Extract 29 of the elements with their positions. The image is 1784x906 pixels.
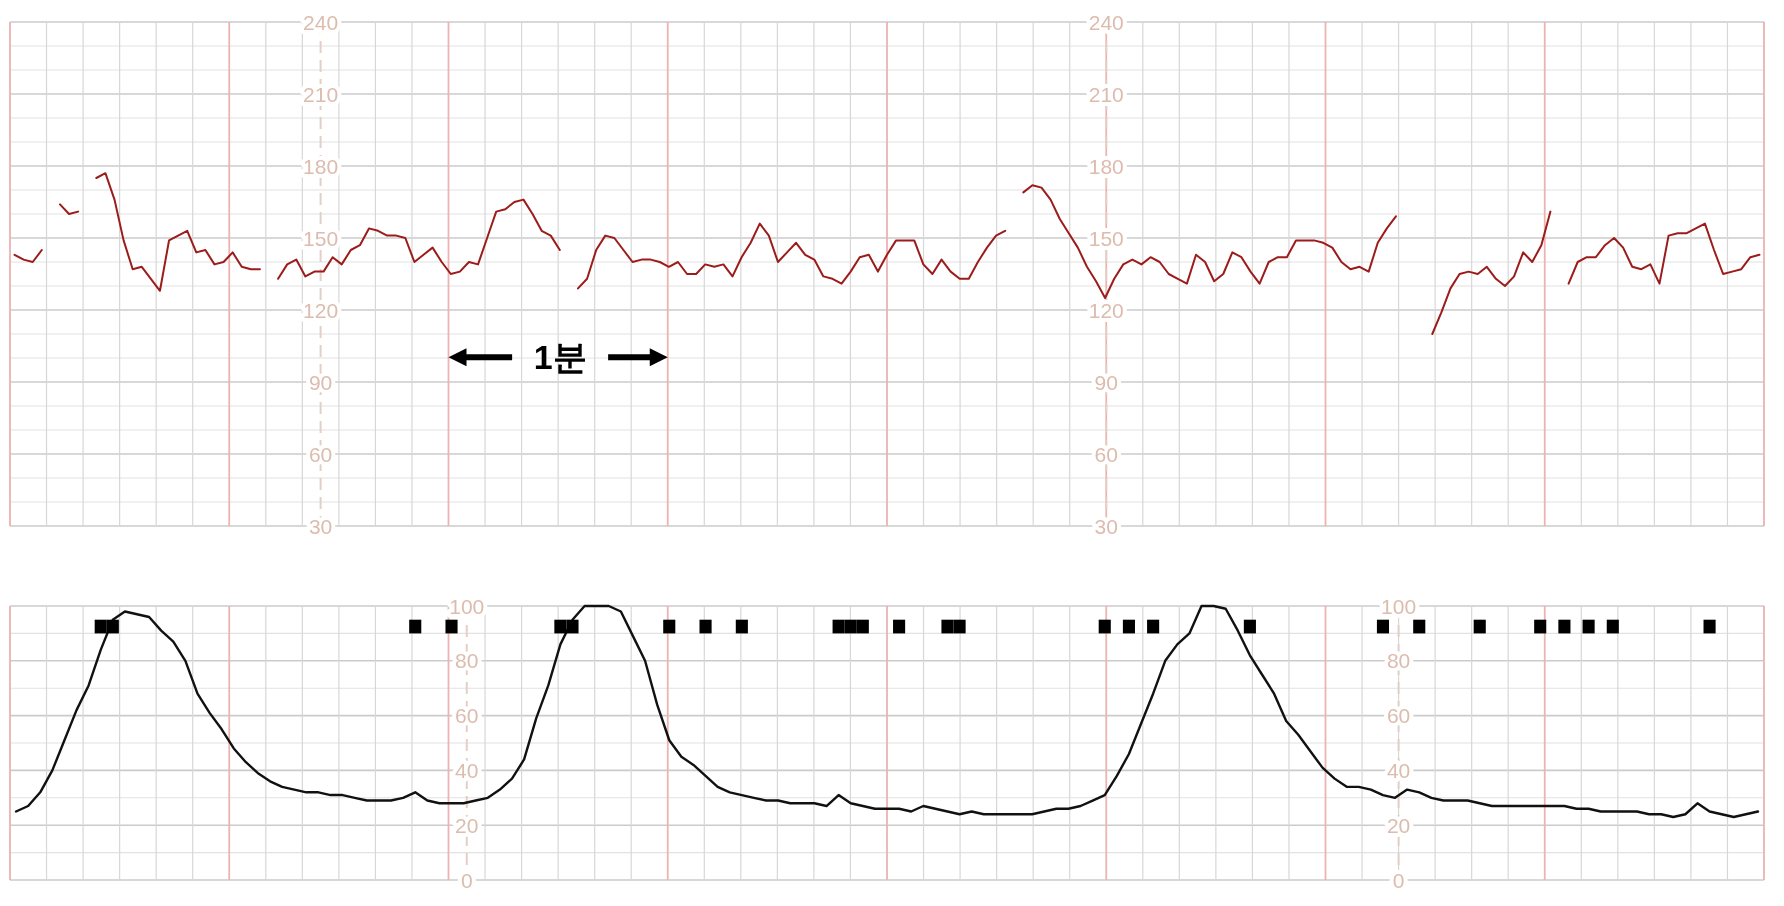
y2-tick-label: 40	[1386, 758, 1411, 782]
y2-tick-label: 120	[1088, 298, 1124, 322]
y-tick-label: 0	[460, 868, 473, 892]
y-tick-label: 40	[455, 758, 479, 782]
y2-tick-label: 0	[1392, 868, 1405, 892]
y-tick-label: 180	[303, 154, 339, 178]
y2-tick-label: 30	[1094, 514, 1118, 538]
y-tick-label: 60	[308, 442, 333, 466]
annotation: 1분	[533, 338, 587, 377]
y2-tick-label: 60	[1386, 704, 1411, 728]
y2-tick-label: 240	[1088, 10, 1124, 34]
y2-tick-label: 210	[1088, 82, 1124, 106]
y2-tick-label: 20	[1386, 813, 1411, 837]
y-tick-label: 90	[308, 370, 333, 394]
y-tick-label: 20	[455, 813, 479, 837]
y-tick-label: 80	[455, 649, 479, 673]
y2-tick-label: 90	[1094, 370, 1118, 394]
y2-tick-label: 100	[1381, 594, 1417, 618]
y-tick-label: 120	[303, 298, 339, 322]
y-tick-label: 30	[308, 514, 333, 538]
y2-tick-label: 80	[1386, 649, 1411, 673]
y-tick-label: 100	[449, 594, 485, 618]
y-tick-label: 60	[455, 704, 479, 728]
y2-tick-label: 150	[1088, 226, 1124, 250]
y-tick-label: 150	[303, 226, 339, 250]
y-tick-label: 210	[303, 82, 339, 106]
y-tick-label: 240	[303, 10, 339, 34]
y2-tick-label: 180	[1088, 154, 1124, 178]
y2-tick-label: 60	[1094, 442, 1118, 466]
